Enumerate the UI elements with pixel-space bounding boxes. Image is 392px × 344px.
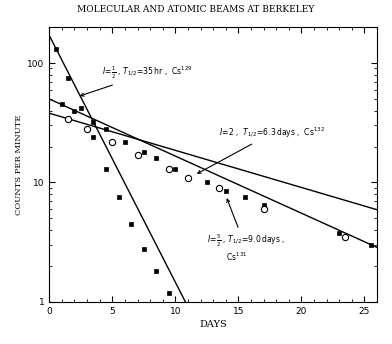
Text: $I\!=\!\frac{5}{2}$ , $T_{1/2}\!=\!9.0\,\mathrm{days}$ ,
        $\mathrm{Cs}^{1: $I\!=\!\frac{5}{2}$ , $T_{1/2}\!=\!9.0\,… — [207, 199, 285, 264]
Text: MOLECULAR AND ATOMIC BEAMS AT BERKELEY: MOLECULAR AND ATOMIC BEAMS AT BERKELEY — [77, 5, 315, 14]
X-axis label: DAYS: DAYS — [199, 320, 227, 329]
Text: $I\!=\!\frac{1}{2}$ , $T_{1/2}\!=\!35\,\mathrm{hr}$ ,  $\mathrm{Cs}^{129}$: $I\!=\!\frac{1}{2}$ , $T_{1/2}\!=\!35\,\… — [81, 65, 193, 96]
Y-axis label: COUNTS PER MINUTE: COUNTS PER MINUTE — [15, 114, 23, 215]
Text: $I\!=\!2$ ,  $T_{1/2}\!=\!6.3\,\mathrm{days}$ ,  $\mathrm{Cs}^{132}$: $I\!=\!2$ , $T_{1/2}\!=\!6.3\,\mathrm{da… — [198, 126, 325, 173]
